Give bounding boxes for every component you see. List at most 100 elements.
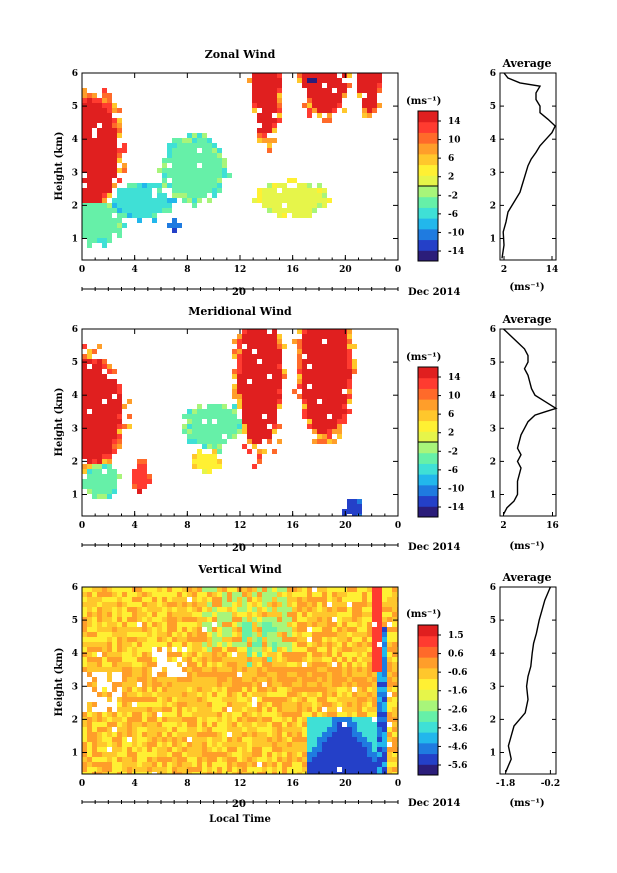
x-tick-label: 16 bbox=[286, 521, 299, 531]
colorbar-unit-label: (ms⁻¹) bbox=[406, 96, 441, 107]
y-tick-label: 2 bbox=[72, 201, 78, 211]
zonal-wind-average-profile: Average (ms⁻¹) 1 2 3 4 5 6 2 14 bbox=[490, 57, 559, 293]
y-tick-label: 6 bbox=[72, 69, 78, 79]
meridional-wind-average-profile: Average (ms⁻¹) 1 2 3 4 5 6 2 16 bbox=[490, 313, 559, 552]
zonal-wind-heatmap bbox=[82, 73, 398, 260]
x-tick-label: 12 bbox=[234, 521, 247, 531]
profile-y-tick-label: 4 bbox=[490, 391, 496, 401]
average-xlabel: (ms⁻¹) bbox=[509, 798, 544, 809]
colorbar-tick-label: -10 bbox=[448, 228, 464, 238]
average-title: Average bbox=[501, 313, 551, 326]
x-tick-label: 8 bbox=[184, 779, 190, 789]
profile-x-tick-label: -0.2 bbox=[541, 779, 560, 789]
local-time-label: Local Time bbox=[209, 814, 271, 825]
colorbar-swatch bbox=[418, 753, 438, 765]
y-tick-label: 5 bbox=[72, 616, 78, 626]
y-tick-label: 5 bbox=[72, 102, 78, 112]
average-xlabel: (ms⁻¹) bbox=[509, 541, 544, 552]
profile-frame bbox=[499, 328, 557, 517]
profile-x-tick-label: 14 bbox=[546, 265, 559, 275]
colorbar-swatch bbox=[418, 484, 438, 497]
date-label: Dec 2014 bbox=[408, 287, 460, 298]
profile-y-tick-label: 3 bbox=[490, 168, 496, 178]
colorbar-swatch bbox=[418, 657, 438, 669]
colorbar-unit-label: (ms⁻¹) bbox=[406, 352, 441, 363]
profile-y-tick-label: 6 bbox=[490, 69, 496, 79]
profile-line bbox=[502, 328, 558, 515]
colorbar-swatch bbox=[418, 452, 438, 464]
profile-y-tick-label: 1 bbox=[490, 490, 496, 500]
colorbar-tick-label: 14 bbox=[448, 373, 461, 383]
x-tick-label: 4 bbox=[132, 521, 138, 531]
colorbar-swatch bbox=[418, 388, 438, 400]
colorbar-swatch bbox=[418, 764, 438, 776]
x-tick-label: 20 bbox=[339, 521, 352, 531]
day-label: 20 bbox=[232, 287, 246, 298]
colorbar-tick-label: -14 bbox=[448, 503, 464, 513]
meridional-wind-colorbar: (ms⁻¹) 14 10 6 2 -2 -6 -10 -14 bbox=[406, 352, 464, 518]
colorbar-swatch bbox=[418, 239, 438, 251]
profile-x-tick-label: 2 bbox=[501, 265, 507, 275]
date-label: Dec 2014 bbox=[408, 542, 460, 553]
x-tick-label: 20 bbox=[339, 779, 352, 789]
colorbar-swatch bbox=[418, 474, 438, 486]
height-axis-label: Height (km) bbox=[54, 648, 65, 717]
y-tick-label: 3 bbox=[72, 168, 78, 178]
colorbar-unit-label: (ms⁻¹) bbox=[406, 609, 441, 620]
vertical-wind-heatmap bbox=[82, 587, 398, 774]
colorbar-swatch bbox=[418, 367, 438, 379]
profile-y-tick-label: 2 bbox=[490, 457, 496, 467]
y-tick-label: 4 bbox=[72, 391, 78, 401]
colorbar-tick-label: 10 bbox=[448, 392, 461, 402]
colorbar-tick-label: 14 bbox=[448, 117, 461, 127]
profile-y-tick-label: 3 bbox=[490, 682, 496, 692]
field-background bbox=[82, 73, 398, 260]
profile-line bbox=[504, 586, 552, 773]
colorbar-swatch bbox=[418, 399, 438, 411]
y-tick-label: 4 bbox=[72, 135, 78, 145]
colorbar-tick-label: -2 bbox=[448, 191, 458, 201]
profile-y-tick-label: 5 bbox=[490, 358, 496, 368]
colorbar-swatch bbox=[418, 207, 438, 219]
colorbar-tick-label: 2 bbox=[448, 173, 454, 183]
colorbar-tick-label: 0.6 bbox=[448, 650, 464, 660]
x-tick-label: 16 bbox=[286, 779, 299, 789]
colorbar-tick-label: 6 bbox=[448, 410, 454, 420]
colorbar-swatch bbox=[418, 678, 438, 690]
colorbar-swatch bbox=[418, 700, 438, 712]
zonal-wind-title: Zonal Wind bbox=[205, 48, 276, 61]
meridional-wind-title: Meridional Wind bbox=[188, 305, 292, 318]
y-tick-label: 2 bbox=[72, 457, 78, 467]
x-tick-label: 8 bbox=[184, 521, 190, 531]
colorbar-swatch bbox=[418, 175, 438, 187]
colorbar-tick-label: 10 bbox=[448, 136, 461, 146]
y-tick-label: 4 bbox=[72, 649, 78, 659]
heatmap-field bbox=[82, 587, 398, 774]
colorbar-swatch bbox=[418, 442, 438, 454]
vertical-wind-average-profile: Average (ms⁻¹) 1 2 3 4 5 6 -1.8 -0.2 bbox=[490, 571, 560, 809]
y-tick-label: 5 bbox=[72, 358, 78, 368]
colorbar-tick-label: -6 bbox=[448, 466, 458, 476]
average-title: Average bbox=[501, 571, 551, 584]
profile-y-tick-label: 5 bbox=[490, 616, 496, 626]
colorbar-swatch bbox=[418, 250, 438, 262]
profile-y-tick-label: 1 bbox=[490, 748, 496, 758]
colorbar-swatch bbox=[418, 506, 438, 518]
colorbar-tick-label: -2.6 bbox=[448, 705, 467, 715]
colorbar-swatch bbox=[418, 196, 438, 208]
colorbar-swatch bbox=[418, 153, 438, 166]
colorbar-tick-label: -3.6 bbox=[448, 724, 467, 734]
profile-y-tick-label: 4 bbox=[490, 135, 496, 145]
day-label: 20 bbox=[232, 799, 246, 810]
y-tick-label: 6 bbox=[72, 325, 78, 335]
colorbar-tick-label: 6 bbox=[448, 154, 454, 164]
x-tick-label: 0 bbox=[395, 265, 401, 275]
y-tick-label: 3 bbox=[72, 682, 78, 692]
y-tick-label: 1 bbox=[72, 490, 78, 500]
profile-x-tick-label: 2 bbox=[500, 521, 506, 531]
profile-x-tick-label: -1.8 bbox=[496, 779, 515, 789]
profile-y-tick-label: 3 bbox=[490, 424, 496, 434]
